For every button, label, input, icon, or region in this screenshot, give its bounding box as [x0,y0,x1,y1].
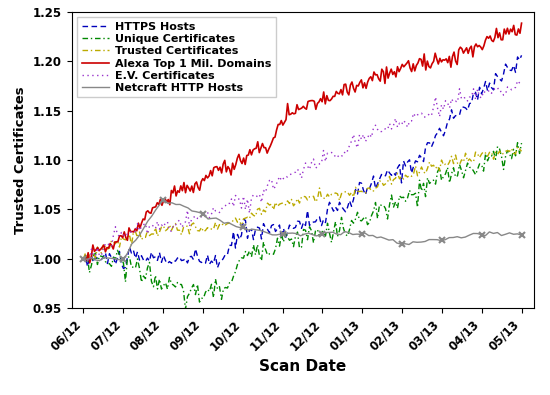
Alexa Top 1 Mil. Domains [352,90,359,94]
Unique Certificates [80,256,87,261]
Alexa Top 1 Mil. Domains [443,56,449,61]
Trusted Certificates [474,152,481,156]
Netcraft HTTP Hosts [498,233,505,238]
E.V. Certificates [86,259,93,264]
E.V. Certificates [452,99,459,103]
Legend: HTTPS Hosts, Unique Certificates, Trusted Certificates, Alexa Top 1 Mil. Domains: HTTPS Hosts, Unique Certificates, Truste… [77,17,276,98]
Trusted Certificates [210,227,217,232]
Line: HTTPS Hosts: HTTPS Hosts [84,55,521,269]
E.V. Certificates [210,205,217,210]
Trusted Certificates [80,256,87,261]
Trusted Certificates [452,153,459,158]
Line: Netcraft HTTP Hosts: Netcraft HTTP Hosts [84,199,521,261]
Trusted Certificates [202,228,209,233]
Unique Certificates [316,234,323,239]
Alexa Top 1 Mil. Domains [149,205,156,210]
HTTPS Hosts [518,53,525,58]
E.V. Certificates [474,87,481,92]
Netcraft HTTP Hosts [518,233,525,237]
Line: Alexa Top 1 Mil. Domains: Alexa Top 1 Mil. Domains [84,23,521,263]
Netcraft HTTP Hosts [96,258,103,263]
E.V. Certificates [518,83,525,87]
E.V. Certificates [80,256,87,261]
E.V. Certificates [466,95,473,100]
E.V. Certificates [316,162,323,166]
Netcraft HTTP Hosts [289,231,296,235]
Trusted Certificates [518,149,525,154]
Netcraft HTTP Hosts [514,231,521,236]
HTTPS Hosts [120,266,127,271]
Unique Certificates [210,295,217,300]
Y-axis label: Trusted Certificates: Trusted Certificates [14,86,27,234]
HTTPS Hosts [202,261,209,265]
Alexa Top 1 Mil. Domains [80,256,87,261]
Unique Certificates [466,165,473,169]
Line: Unique Certificates: Unique Certificates [84,143,521,309]
Alexa Top 1 Mil. Domains [518,21,525,26]
Line: E.V. Certificates: E.V. Certificates [84,81,521,261]
Unique Certificates [514,140,521,145]
Unique Certificates [452,175,459,179]
Unique Certificates [474,167,481,172]
HTTPS Hosts [80,256,87,261]
Netcraft HTTP Hosts [161,197,167,202]
Trusted Certificates [466,156,473,161]
E.V. Certificates [202,213,209,218]
Line: Trusted Certificates: Trusted Certificates [84,147,521,260]
X-axis label: Scan Date: Scan Date [259,359,346,374]
HTTPS Hosts [210,261,217,266]
Unique Certificates [182,307,189,312]
E.V. Certificates [514,79,521,83]
HTTPS Hosts [474,98,481,102]
Alexa Top 1 Mil. Domains [332,94,338,99]
HTTPS Hosts [466,101,473,106]
Netcraft HTTP Hosts [217,218,223,223]
Alexa Top 1 Mil. Domains [292,111,299,116]
HTTPS Hosts [452,113,459,118]
Alexa Top 1 Mil. Domains [86,261,93,265]
HTTPS Hosts [316,214,323,219]
Unique Certificates [518,141,525,145]
Trusted Certificates [514,145,521,149]
Netcraft HTTP Hosts [398,242,404,246]
Alexa Top 1 Mil. Domains [446,54,453,59]
Trusted Certificates [84,257,91,262]
Unique Certificates [202,290,209,295]
Netcraft HTTP Hosts [80,256,87,261]
Netcraft HTTP Hosts [301,232,308,237]
Trusted Certificates [316,186,323,190]
